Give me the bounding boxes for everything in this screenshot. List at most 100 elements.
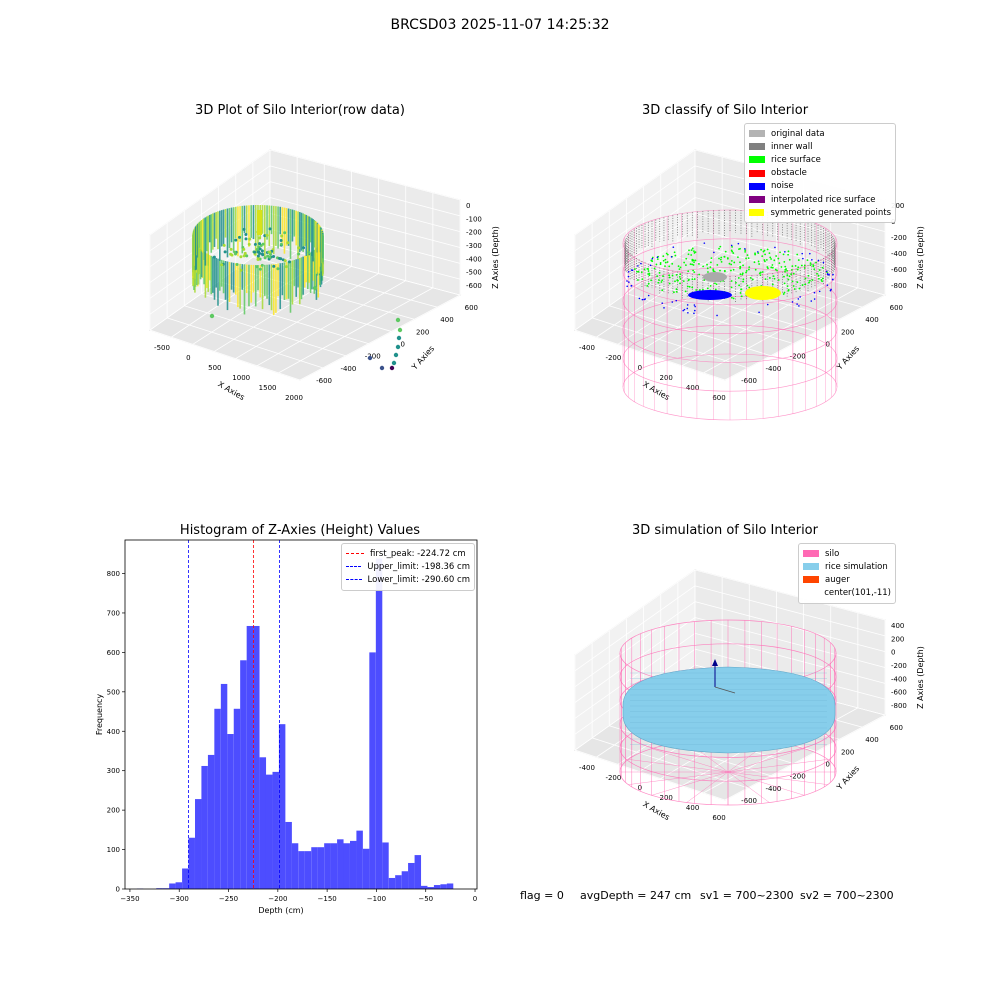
- rice-surface-point: [662, 275, 664, 277]
- rice-surface-point: [692, 269, 694, 272]
- histogram-bar: [272, 771, 279, 889]
- z-tick-label: -600: [466, 282, 482, 290]
- rice-surface-point: [719, 269, 721, 272]
- rice-surface-point: [766, 266, 769, 268]
- rice-surface-point: [655, 263, 658, 266]
- rice-surface-point: [647, 270, 650, 272]
- rice-surface-point: [778, 262, 781, 264]
- y-tick-label: 200: [841, 328, 854, 336]
- footer-sv1: sv1 = 700~2300: [700, 889, 794, 902]
- grid-line: [574, 181, 696, 267]
- noise-point: [663, 307, 665, 309]
- grid-line: [592, 737, 748, 789]
- noise-point: [730, 244, 733, 247]
- x-axis-label: Depth (cm): [258, 906, 303, 915]
- rice-surface-point: [797, 259, 800, 261]
- surface-point: [244, 237, 248, 241]
- grid-line: [703, 287, 859, 374]
- y-tick-label: 600: [890, 304, 903, 312]
- noise-point: [810, 300, 813, 302]
- rice-surface-point: [761, 271, 764, 273]
- histogram-bar: [369, 652, 376, 889]
- y-tick-label: 0: [116, 886, 120, 894]
- rice-surface-point: [812, 264, 815, 266]
- rice-surface-point: [773, 259, 776, 262]
- rice-surface-point: [784, 265, 787, 268]
- rice-surface-point: [732, 297, 735, 300]
- rice-surface-point: [691, 278, 694, 281]
- grid-line: [694, 585, 886, 637]
- raw-data-3d-plot: -500 0 500 1000 1500 2000 -600 -400 -200 0 200 400 6…: [148, 149, 500, 402]
- rice-surface-point: [688, 285, 691, 288]
- legend-line: [346, 553, 364, 555]
- surface-point: [286, 241, 290, 245]
- noise-point: [693, 304, 696, 306]
- z-tick-label: 0: [891, 649, 895, 657]
- classified-cloud: [622, 209, 838, 421]
- histogram-bar: [259, 757, 267, 889]
- noise-point: [830, 288, 832, 291]
- grid-line: [694, 569, 886, 621]
- rice-surface-point: [712, 270, 715, 272]
- rice-surface-point: [739, 291, 742, 294]
- grid-line: [149, 165, 271, 252]
- rice-surface-point: [732, 252, 735, 254]
- rice-surface-point: [793, 288, 796, 290]
- rice-surface-point: [796, 268, 799, 271]
- rice-surface-point: [758, 263, 761, 265]
- rice-surface-point: [813, 268, 816, 271]
- cylinder-ring: [622, 267, 838, 334]
- cylinder-ring: [622, 238, 838, 306]
- legend-item: inner wall: [749, 140, 891, 153]
- surface-point: [255, 265, 259, 269]
- noise-point: [811, 258, 813, 261]
- noise-point: [656, 256, 659, 259]
- surface-point: [283, 259, 287, 263]
- rice-surface-point: [698, 273, 701, 276]
- noise-point: [640, 262, 642, 265]
- grid-line: [596, 251, 723, 338]
- surface-point: [279, 238, 283, 242]
- rice-surface-point: [720, 260, 723, 263]
- symmetric-points-cluster: [745, 286, 781, 300]
- noise-point: [687, 311, 689, 314]
- rice-surface-point: [811, 279, 814, 281]
- histogram-bar: [220, 683, 228, 889]
- surface-point: [307, 251, 311, 255]
- rice-surface-point: [732, 268, 735, 271]
- silo-floor-spoke: [727, 771, 828, 785]
- rice-surface-point: [790, 273, 793, 276]
- rice-surface-point: [634, 268, 636, 270]
- histogram-bar: [395, 875, 402, 889]
- rice-surface-point: [724, 250, 727, 253]
- noise-point: [671, 301, 674, 303]
- footer-sv2: sv2 = 700~2300: [800, 889, 894, 902]
- y-tick-label: 200: [107, 807, 120, 815]
- rice-surface-point: [693, 252, 696, 254]
- surface-point: [258, 236, 262, 240]
- outlier-point: [393, 352, 399, 358]
- x-tick-label: 1500: [259, 384, 277, 392]
- surface-point: [277, 257, 281, 261]
- surface-point: [279, 242, 283, 246]
- rice-surface-point: [806, 259, 809, 262]
- depth-histogram: −350 −300 −250 −200 −150 −100 −50 0 0 100 200 300 40…: [95, 539, 478, 915]
- noise-point: [822, 261, 825, 264]
- x-tick-label: −100: [367, 895, 386, 903]
- surface-point: [258, 267, 262, 271]
- surface-point: [234, 252, 238, 256]
- grid-line: [299, 294, 461, 381]
- silo-floor-spoke: [686, 771, 729, 803]
- rice-surface-point: [693, 271, 696, 274]
- y-tick-label: 400: [440, 316, 453, 324]
- noise-point: [641, 298, 644, 301]
- rice-surface-point: [656, 275, 659, 278]
- grid-line: [269, 244, 461, 296]
- rice-surface-point: [760, 248, 762, 251]
- rice-surface-point: [678, 275, 681, 278]
- z-tick-label: -600: [891, 266, 907, 274]
- z-tick-label: -400: [891, 675, 907, 683]
- z-tick-label: -300: [466, 242, 482, 250]
- legend-label: Lower_limit: -290.60 cm: [367, 574, 470, 585]
- noise-point: [703, 242, 706, 244]
